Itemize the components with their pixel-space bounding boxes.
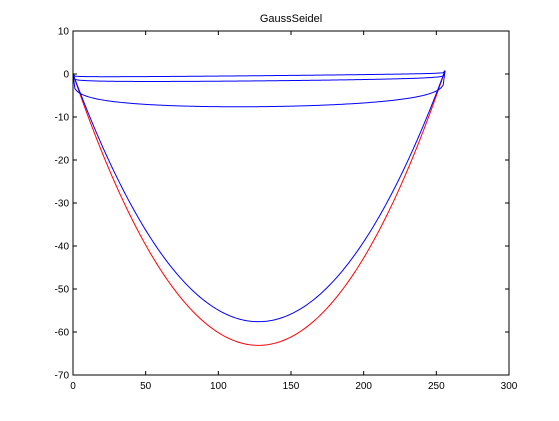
series-line (72, 70, 446, 346)
y-tick-label: -50 (55, 285, 70, 296)
y-tick-label: 10 (58, 27, 70, 38)
y-tick-label: -40 (55, 242, 70, 253)
y-tick-label: -10 (55, 113, 70, 124)
x-tick-label: 50 (140, 381, 152, 392)
y-tick-label: -60 (55, 328, 70, 339)
y-tick-label: -30 (55, 199, 70, 210)
y-tick-label: -20 (55, 156, 70, 167)
series-line (72, 70, 446, 108)
y-tick-label: 0 (63, 70, 69, 81)
x-tick-label: 0 (70, 381, 76, 392)
x-tick-label: 200 (355, 381, 372, 392)
y-axis: 10 0 -10 -20 -30 -40 -50 -60 -70 (55, 27, 509, 382)
x-tick-label: 300 (501, 381, 518, 392)
x-tick-label: 100 (210, 381, 227, 392)
y-tick-label: -70 (55, 371, 70, 382)
chart-title: GaussSeidel (260, 13, 322, 25)
x-axis: 0 50 100 150 200 250 300 (70, 31, 518, 392)
series-line (72, 70, 446, 78)
x-tick-label: 150 (283, 381, 300, 392)
series-line (72, 70, 446, 323)
series-layer (72, 70, 446, 346)
x-tick-label: 250 (428, 381, 445, 392)
series-line (72, 70, 446, 82)
